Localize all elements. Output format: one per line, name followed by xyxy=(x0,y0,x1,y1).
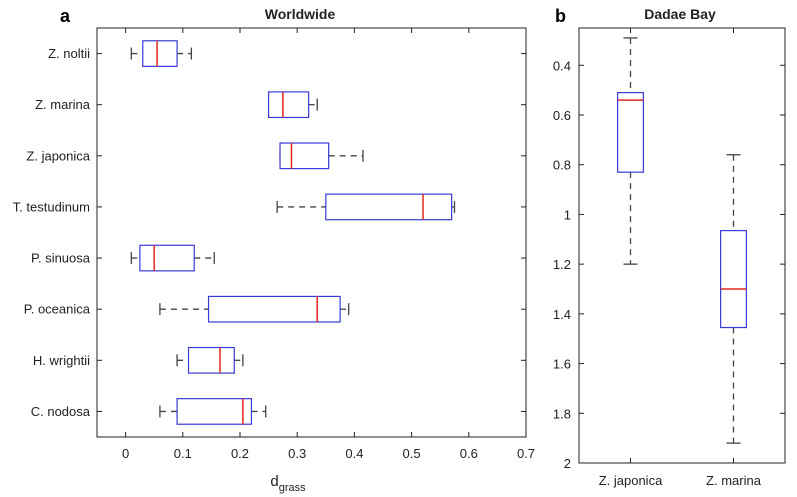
panel-a-category-label: Z. noltii xyxy=(48,46,90,61)
box-iqr xyxy=(142,40,178,67)
panel-a-letter: a xyxy=(60,6,71,26)
panel-b-ytick-label: 1.4 xyxy=(553,307,571,322)
panel-b-category-label: Z. marina xyxy=(706,473,762,488)
box-iqr xyxy=(325,193,453,221)
panel-b-plot: 0.4 0.6 0.8 1 1.2 1.4 1.6 1.8 2 Z. japonica Z. mar… xyxy=(553,27,786,488)
box-iqr xyxy=(617,92,644,173)
panel-a-xlabel-base: d xyxy=(270,473,278,490)
panel-a-xtick-label: 0.3 xyxy=(288,446,306,461)
panel-b-ytick-label: 0.6 xyxy=(553,108,571,123)
panel-a-category-label: Z. japonica xyxy=(26,148,90,163)
panel-a-xlabel-sub: grass xyxy=(279,482,306,494)
panel-b-ytick-label: 2 xyxy=(564,456,571,471)
panel-b-title: Dadae Bay xyxy=(644,6,716,22)
panel-b-ytick-label: 0.4 xyxy=(553,58,571,73)
box-iqr xyxy=(720,229,747,329)
panel-a-category-label: H. wrightii xyxy=(33,353,90,368)
panel-a-plot: 0 0.1 0.2 0.3 0.4 0.5 0.6 0.7 Z. noltii Z. marina… xyxy=(13,27,535,461)
panel-a-category-label: C. nodosa xyxy=(31,404,91,419)
panel-a-category-label: P. sinuosa xyxy=(31,251,91,266)
panel-b-frame xyxy=(578,27,786,464)
panel-a-xlabel: dgrass xyxy=(270,473,306,494)
panel-a-title: Worldwide xyxy=(265,6,336,22)
box-iqr xyxy=(176,398,253,425)
box-iqr xyxy=(279,142,330,170)
panel-b-letter: b xyxy=(555,6,566,26)
panel-a-xtick-label: 0.5 xyxy=(403,446,421,461)
panel-a-xtick-label: 0.6 xyxy=(460,446,478,461)
panel-b-category-label: Z. japonica xyxy=(599,473,663,488)
panel-a-xtick-label: 0.1 xyxy=(174,446,192,461)
panel-a-category-label: T. testudinum xyxy=(13,199,90,214)
panel-b-ytick-label: 0.8 xyxy=(553,158,571,173)
panel-a-xtick-label: 0.4 xyxy=(345,446,363,461)
box-iqr xyxy=(139,244,195,272)
box-iqr xyxy=(268,91,310,119)
panel-a-frame xyxy=(96,27,527,438)
panel-a-xtick-label: 0.7 xyxy=(517,446,535,461)
panel-a-xtick-label: 0.2 xyxy=(231,446,249,461)
panel-b-ytick-label: 1.6 xyxy=(553,357,571,372)
panel-b-ytick-label: 1.8 xyxy=(553,406,571,421)
box-iqr xyxy=(187,346,235,374)
box-iqr xyxy=(207,295,341,323)
panel-a-xtick-label: 0 xyxy=(122,446,129,461)
panel-a-category-label: P. oceanica xyxy=(24,302,91,317)
panel-a-category-label: Z. marina xyxy=(35,97,91,112)
panel-b-ytick-label: 1.2 xyxy=(553,257,571,272)
panel-b-ytick-label: 1 xyxy=(564,207,571,222)
